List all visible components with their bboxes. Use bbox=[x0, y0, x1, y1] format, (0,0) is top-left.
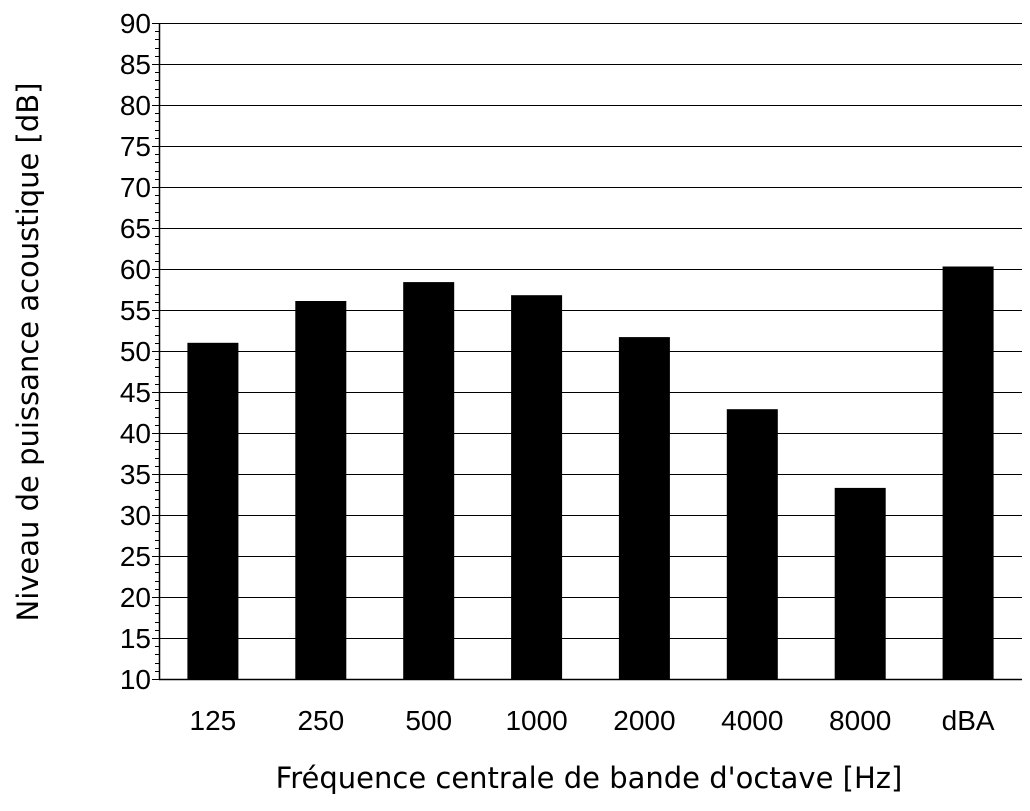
x-tick-label: dBA bbox=[942, 705, 995, 736]
bar-1000 bbox=[511, 295, 563, 679]
bars bbox=[187, 266, 994, 679]
bar-4000 bbox=[726, 409, 778, 679]
x-tick-label: 1000 bbox=[505, 705, 567, 736]
axes bbox=[152, 23, 1022, 681]
bar-2000 bbox=[618, 337, 670, 679]
y-tick-label: 20 bbox=[120, 582, 151, 613]
x-tick-labels: 125 250 500 1000 2000 4000 8000 dBA bbox=[190, 705, 995, 736]
y-tick-label: 75 bbox=[120, 131, 151, 162]
bar-500 bbox=[403, 282, 455, 679]
y-tick-label: 35 bbox=[120, 459, 151, 490]
gridlines bbox=[159, 23, 1022, 639]
x-tick-label: 2000 bbox=[613, 705, 675, 736]
x-tick-label: 500 bbox=[405, 705, 452, 736]
y-tick-label: 30 bbox=[120, 500, 151, 531]
y-tick-labels: 10 15 20 25 30 35 40 45 50 55 60 65 70 75 80 85 90 bbox=[120, 8, 151, 695]
y-tick-label: 25 bbox=[120, 541, 151, 572]
x-axis-title: Fréquence centrale de bande d'octave [Hz… bbox=[276, 761, 903, 795]
y-tick-label: 45 bbox=[120, 377, 151, 408]
y-tick-label: 50 bbox=[120, 336, 151, 367]
x-tick-label: 8000 bbox=[829, 705, 891, 736]
x-tick-label: 4000 bbox=[721, 705, 783, 736]
bar-125 bbox=[187, 342, 239, 679]
bar-250 bbox=[295, 301, 347, 679]
y-tick-label: 55 bbox=[120, 295, 151, 326]
bar-8000 bbox=[834, 487, 886, 679]
y-tick-label: 10 bbox=[120, 664, 151, 695]
y-tick-label: 70 bbox=[120, 172, 151, 203]
y-tick-label: 65 bbox=[120, 213, 151, 244]
y-axis-title: Niveau de puissance acoustique [dB] bbox=[11, 83, 45, 622]
x-tick-label: 125 bbox=[190, 705, 237, 736]
x-tick-label: 250 bbox=[297, 705, 344, 736]
y-tick-label: 85 bbox=[120, 49, 151, 80]
y-tick-label: 60 bbox=[120, 254, 151, 285]
y-tick-label: 80 bbox=[120, 90, 151, 121]
y-tick-label: 40 bbox=[120, 418, 151, 449]
bar-dBA bbox=[942, 266, 994, 679]
y-tick-label: 15 bbox=[120, 623, 151, 654]
y-tick-label: 90 bbox=[120, 8, 151, 39]
